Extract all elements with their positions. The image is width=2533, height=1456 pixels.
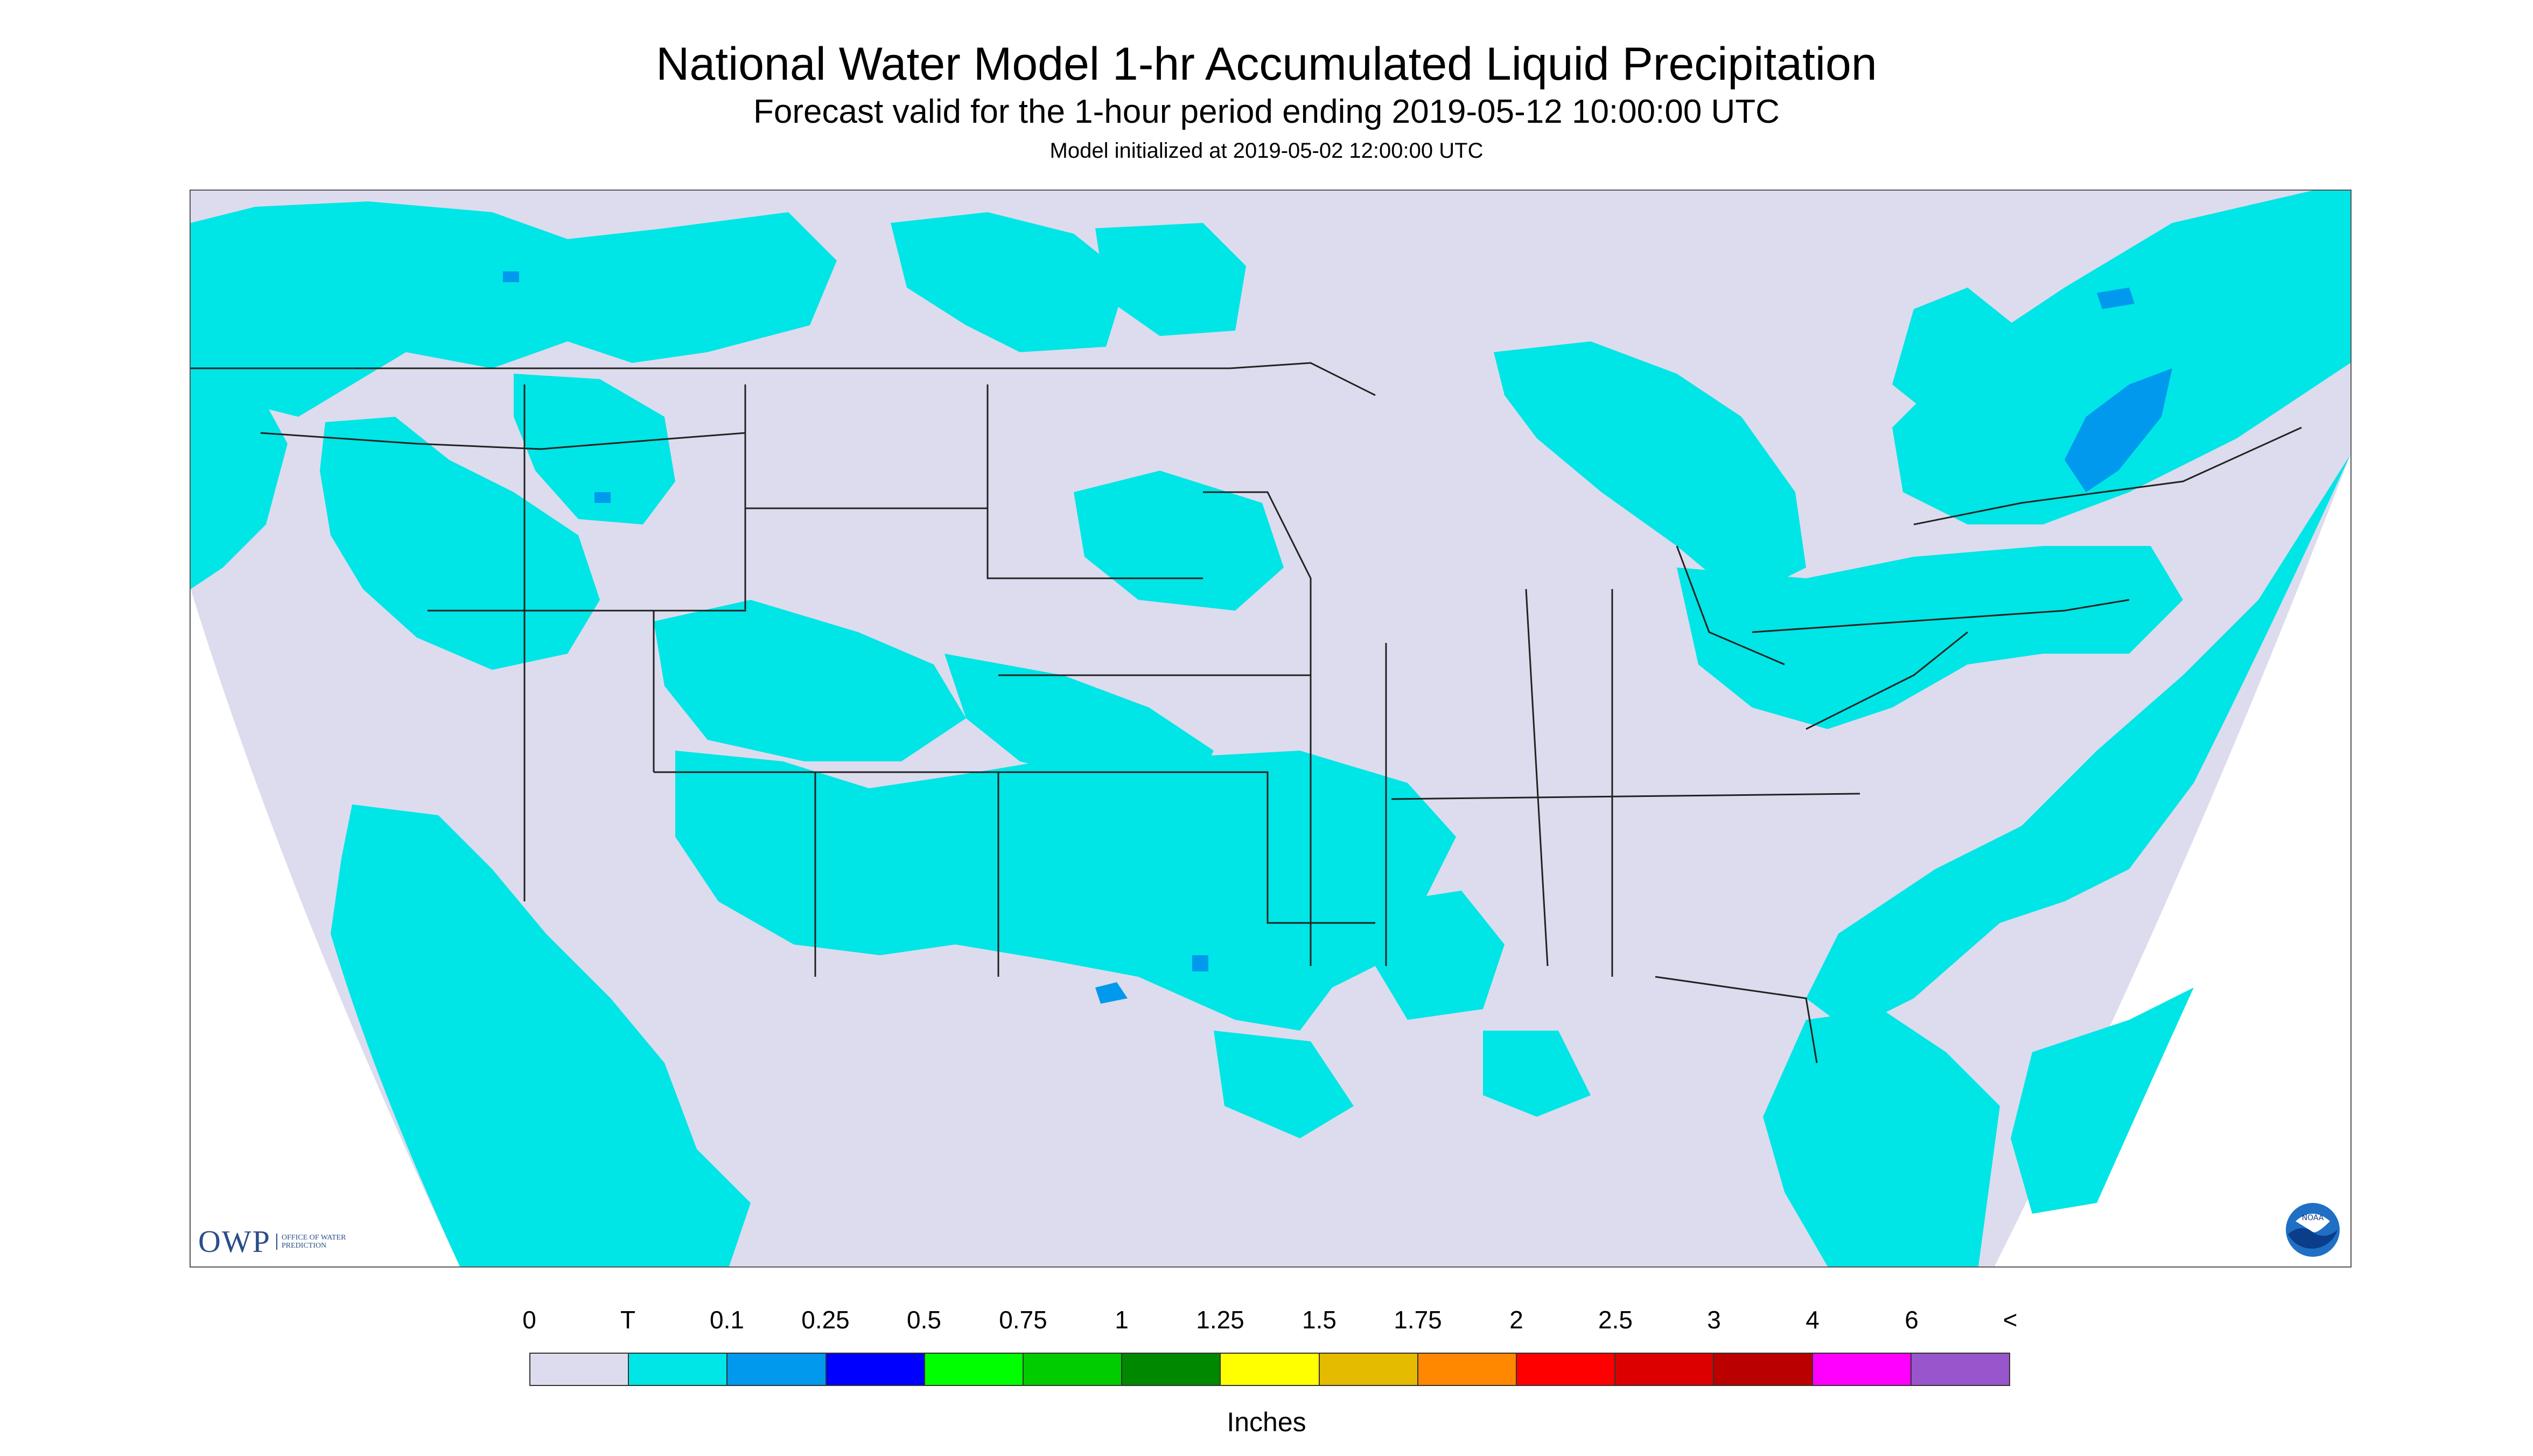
light-precip-areas bbox=[503, 271, 2172, 1004]
legend-tick-label: 4 bbox=[1806, 1306, 1820, 1334]
legend-swatch bbox=[727, 1354, 827, 1385]
map-canvas bbox=[191, 191, 2350, 1266]
legend-tick-label: 1.25 bbox=[1196, 1306, 1244, 1334]
model-init-time: Model initialized at 2019-05-02 12:00:00… bbox=[1049, 139, 1484, 163]
legend-tick-label: 2.5 bbox=[1598, 1306, 1633, 1334]
legend-swatch bbox=[1221, 1354, 1320, 1385]
legend-swatch bbox=[1319, 1354, 1418, 1385]
legend-tick-label: 3 bbox=[1707, 1306, 1721, 1334]
noaa-logo-text: NOAA bbox=[2302, 1214, 2324, 1222]
legend-tick-label: 0 bbox=[522, 1306, 536, 1334]
legend-swatch bbox=[1813, 1354, 1912, 1385]
legend-swatch bbox=[1714, 1354, 1813, 1385]
boundary-lines bbox=[191, 362, 2302, 1063]
legend-tick-label: 1.5 bbox=[1302, 1306, 1337, 1334]
legend-units: Inches bbox=[1227, 1407, 1306, 1437]
legend-swatch bbox=[1024, 1354, 1123, 1385]
legend-swatch bbox=[1418, 1354, 1517, 1385]
legend-swatch bbox=[629, 1354, 728, 1385]
trace-precip-areas bbox=[191, 191, 2350, 1266]
legend-tick-label: 2 bbox=[1509, 1306, 1523, 1334]
owp-logo-text: OFFICE OF WATER PREDICTION bbox=[276, 1233, 352, 1250]
legend-swatch bbox=[530, 1354, 629, 1385]
legend-tick-label: 0.5 bbox=[907, 1306, 941, 1334]
legend-tick-label: 6 bbox=[1905, 1306, 1919, 1334]
map-subtitle: Forecast valid for the 1-hour period end… bbox=[753, 93, 1780, 130]
color-legend bbox=[529, 1353, 2010, 1386]
owp-logo-letters: OWP bbox=[198, 1224, 271, 1259]
legend-tick-label: T bbox=[620, 1306, 636, 1334]
legend-tick-label: 0.25 bbox=[801, 1306, 850, 1334]
legend-tick-label: 0.75 bbox=[999, 1306, 1047, 1334]
legend-tick-label: 0.1 bbox=[710, 1306, 744, 1334]
legend-tick-label: < bbox=[2003, 1306, 2018, 1334]
legend-swatch bbox=[826, 1354, 925, 1385]
noaa-logo: NOAA bbox=[2286, 1203, 2340, 1257]
owp-logo: OWP OFFICE OF WATER PREDICTION bbox=[198, 1223, 352, 1259]
legend-swatch bbox=[1615, 1354, 1715, 1385]
legend-swatch bbox=[1122, 1354, 1221, 1385]
legend-tick-label: 1.75 bbox=[1394, 1306, 1442, 1334]
precipitation-map bbox=[190, 190, 2352, 1268]
legend-tick-label: 1 bbox=[1115, 1306, 1129, 1334]
legend-swatch bbox=[925, 1354, 1024, 1385]
legend-swatch bbox=[1517, 1354, 1616, 1385]
legend-swatch bbox=[1911, 1354, 2010, 1385]
map-title: National Water Model 1-hr Accumulated Li… bbox=[656, 38, 1877, 90]
